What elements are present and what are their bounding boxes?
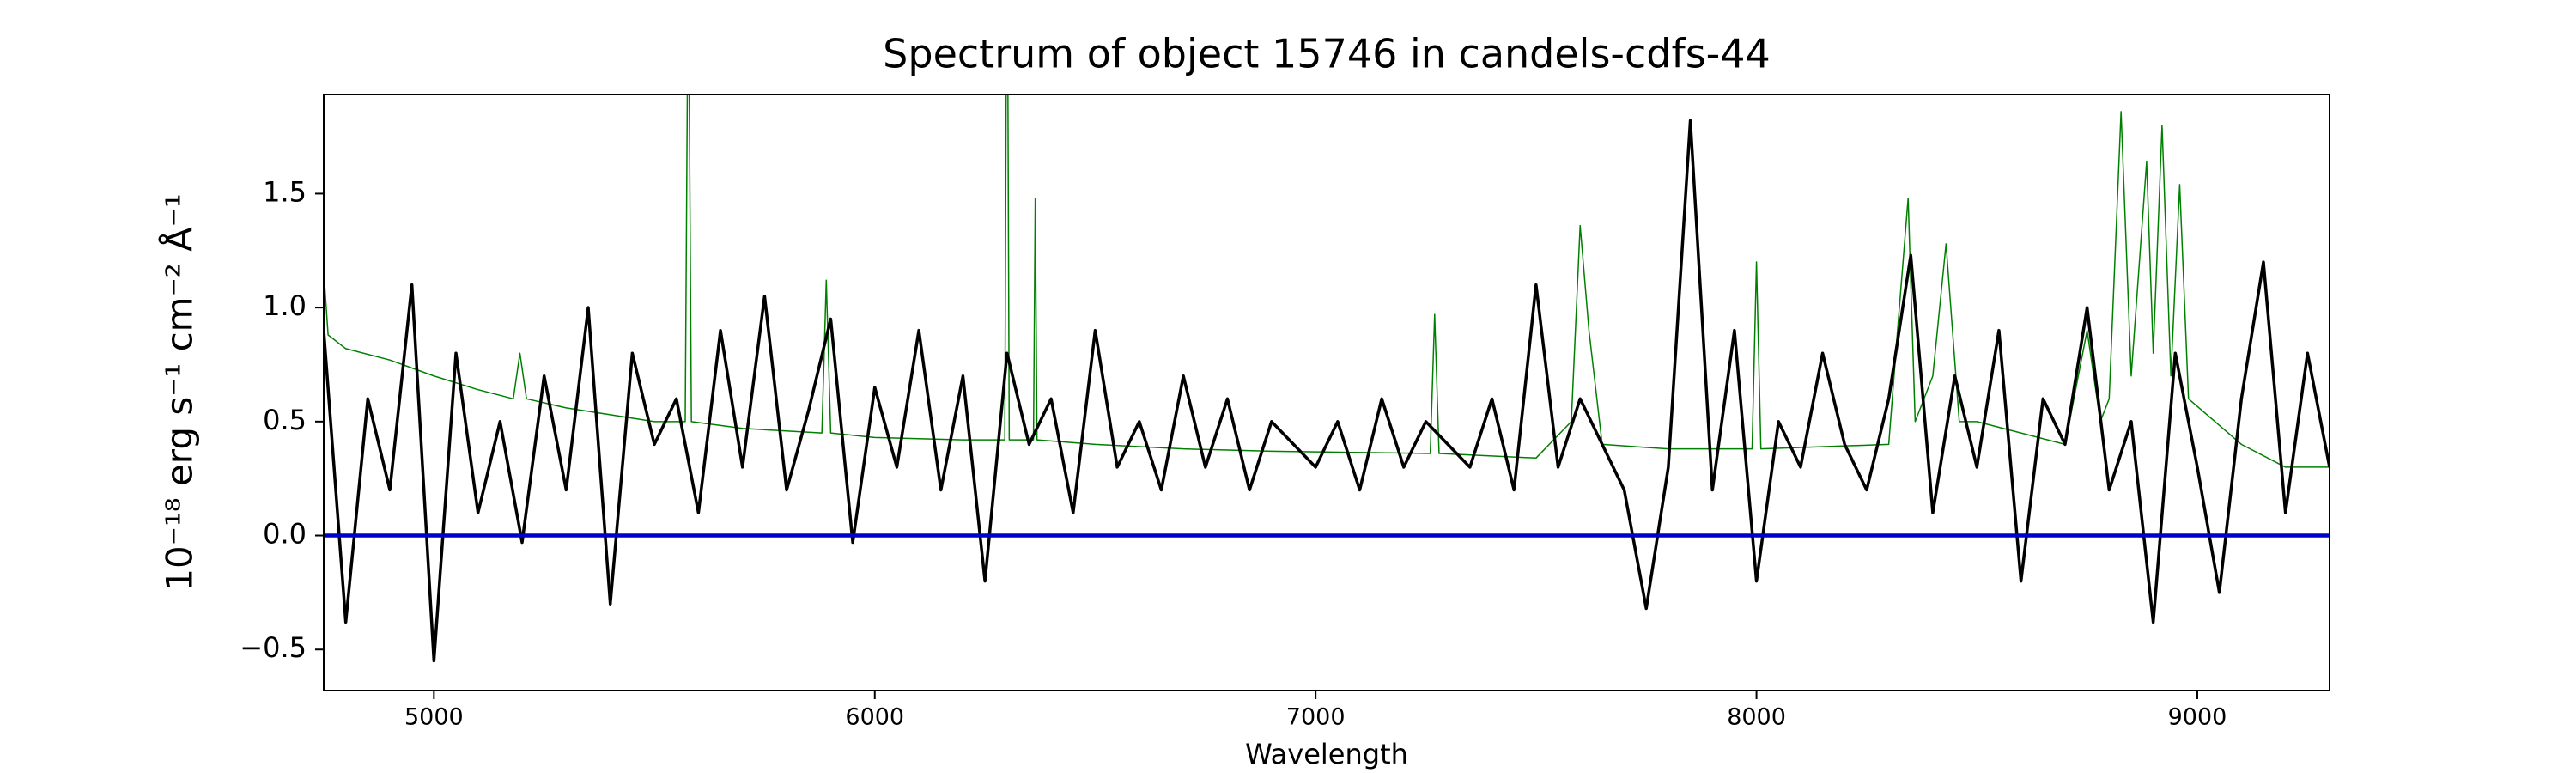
y-tick-label: 0.5 bbox=[263, 404, 307, 436]
y-tick-label: 1.0 bbox=[263, 289, 307, 322]
plot-area bbox=[324, 94, 2330, 663]
spectrum-line bbox=[324, 119, 2330, 663]
x-tick-label: 5000 bbox=[404, 704, 464, 731]
axes-frame bbox=[323, 94, 2330, 691]
x-tick-label: 6000 bbox=[845, 704, 904, 731]
chart-title: Spectrum of object 15746 in candels-cdfs… bbox=[883, 31, 1771, 77]
y-axis-label: 10⁻¹⁸ erg s⁻¹ cm⁻² Å⁻¹ bbox=[158, 193, 201, 591]
y-tick-label: 1.5 bbox=[263, 175, 307, 208]
x-tick-label: 7000 bbox=[1286, 704, 1346, 731]
y-tick-label: −0.5 bbox=[240, 631, 307, 664]
x-axis-label: Wavelength bbox=[1245, 738, 1408, 770]
x-tick-label: 9000 bbox=[2168, 704, 2227, 731]
spectrum-line bbox=[324, 94, 2330, 468]
y-tick-label: 0.0 bbox=[263, 518, 307, 551]
x-tick-label: 8000 bbox=[1727, 704, 1786, 731]
